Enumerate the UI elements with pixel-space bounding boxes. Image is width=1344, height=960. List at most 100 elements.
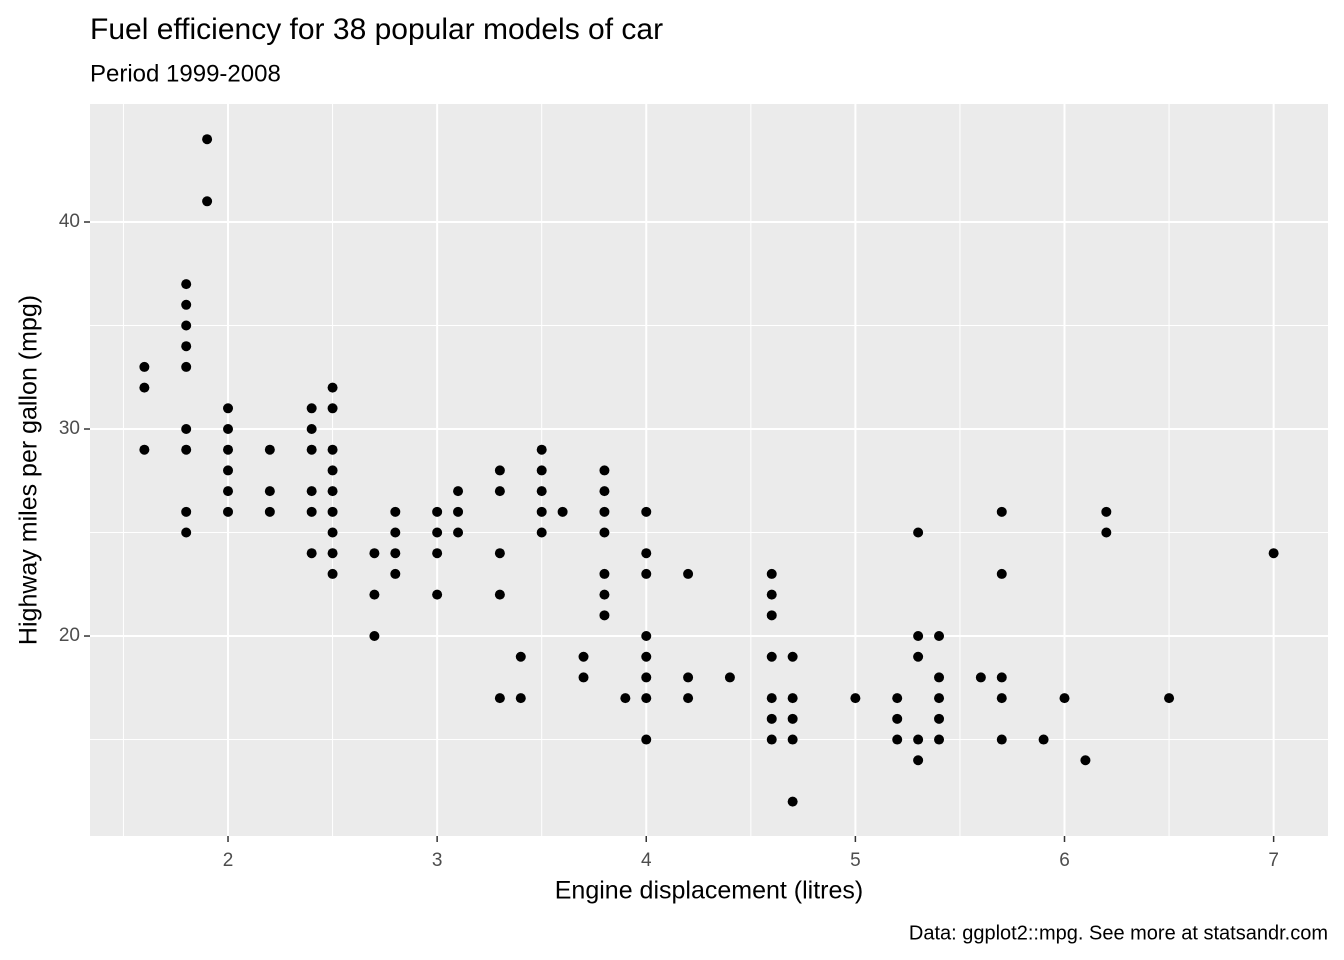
point — [264, 506, 275, 517]
point — [913, 631, 924, 642]
y-tick-label: 20 — [59, 625, 80, 646]
point — [369, 548, 380, 559]
plot-panel — [90, 104, 1328, 836]
point — [787, 713, 798, 724]
point — [494, 486, 505, 497]
point — [223, 444, 234, 455]
point — [223, 506, 234, 517]
point — [913, 734, 924, 745]
point — [432, 589, 443, 600]
x-tick-label: 5 — [850, 850, 861, 871]
point — [599, 527, 610, 538]
point — [515, 651, 526, 662]
point — [181, 444, 192, 455]
point — [913, 755, 924, 766]
point — [181, 424, 192, 435]
point — [787, 693, 798, 704]
y-tick-label: 30 — [59, 418, 80, 439]
point — [599, 568, 610, 579]
point — [996, 693, 1007, 704]
point — [327, 403, 338, 414]
point — [327, 548, 338, 559]
point — [599, 589, 610, 600]
point — [223, 403, 234, 414]
point — [641, 672, 652, 683]
point — [892, 734, 903, 745]
point — [913, 651, 924, 662]
point — [494, 693, 505, 704]
point — [327, 444, 338, 455]
point — [1268, 548, 1279, 559]
point — [641, 568, 652, 579]
point — [223, 486, 234, 497]
point — [934, 672, 945, 683]
point — [934, 693, 945, 704]
point — [494, 548, 505, 559]
point — [432, 548, 443, 559]
point — [913, 527, 924, 538]
point — [641, 548, 652, 559]
point — [787, 796, 798, 807]
point — [202, 134, 213, 145]
point — [934, 734, 945, 745]
point — [306, 486, 317, 497]
point — [264, 444, 275, 455]
point — [327, 506, 338, 517]
point — [536, 465, 547, 476]
point — [892, 713, 903, 724]
point — [620, 693, 631, 704]
point — [641, 734, 652, 745]
point — [181, 506, 192, 517]
point — [306, 444, 317, 455]
point — [181, 341, 192, 352]
point — [369, 589, 380, 600]
point — [766, 713, 777, 724]
point — [578, 651, 589, 662]
point — [327, 527, 338, 538]
point — [578, 672, 589, 683]
x-tick-label: 3 — [432, 850, 443, 871]
point — [139, 444, 150, 455]
point — [181, 527, 192, 538]
point — [996, 568, 1007, 579]
x-tick-label: 6 — [1059, 850, 1070, 871]
point — [1059, 693, 1070, 704]
point — [432, 506, 443, 517]
point — [766, 734, 777, 745]
y-axis-title: Highway miles per gallon (mpg) — [15, 295, 43, 645]
point — [390, 506, 401, 517]
point — [536, 444, 547, 455]
point — [536, 506, 547, 517]
point — [724, 672, 735, 683]
point — [390, 548, 401, 559]
point — [641, 506, 652, 517]
point — [641, 693, 652, 704]
point — [996, 506, 1007, 517]
point — [683, 568, 694, 579]
point — [181, 279, 192, 290]
point — [390, 568, 401, 579]
point — [515, 693, 526, 704]
point — [975, 672, 986, 683]
point — [327, 486, 338, 497]
point — [306, 548, 317, 559]
point — [536, 527, 547, 538]
point — [264, 486, 275, 497]
point — [181, 299, 192, 310]
point — [327, 465, 338, 476]
point — [181, 361, 192, 372]
point — [996, 672, 1007, 683]
point — [1101, 527, 1112, 538]
point — [766, 589, 777, 600]
x-tick-label: 2 — [223, 850, 234, 871]
chart-subtitle: Period 1999-2008 — [90, 60, 281, 87]
x-axis-title: Engine displacement (litres) — [555, 877, 863, 905]
point — [369, 631, 380, 642]
point — [494, 465, 505, 476]
point — [1101, 506, 1112, 517]
point — [453, 486, 464, 497]
point — [453, 506, 464, 517]
point — [536, 486, 547, 497]
point — [181, 320, 192, 331]
